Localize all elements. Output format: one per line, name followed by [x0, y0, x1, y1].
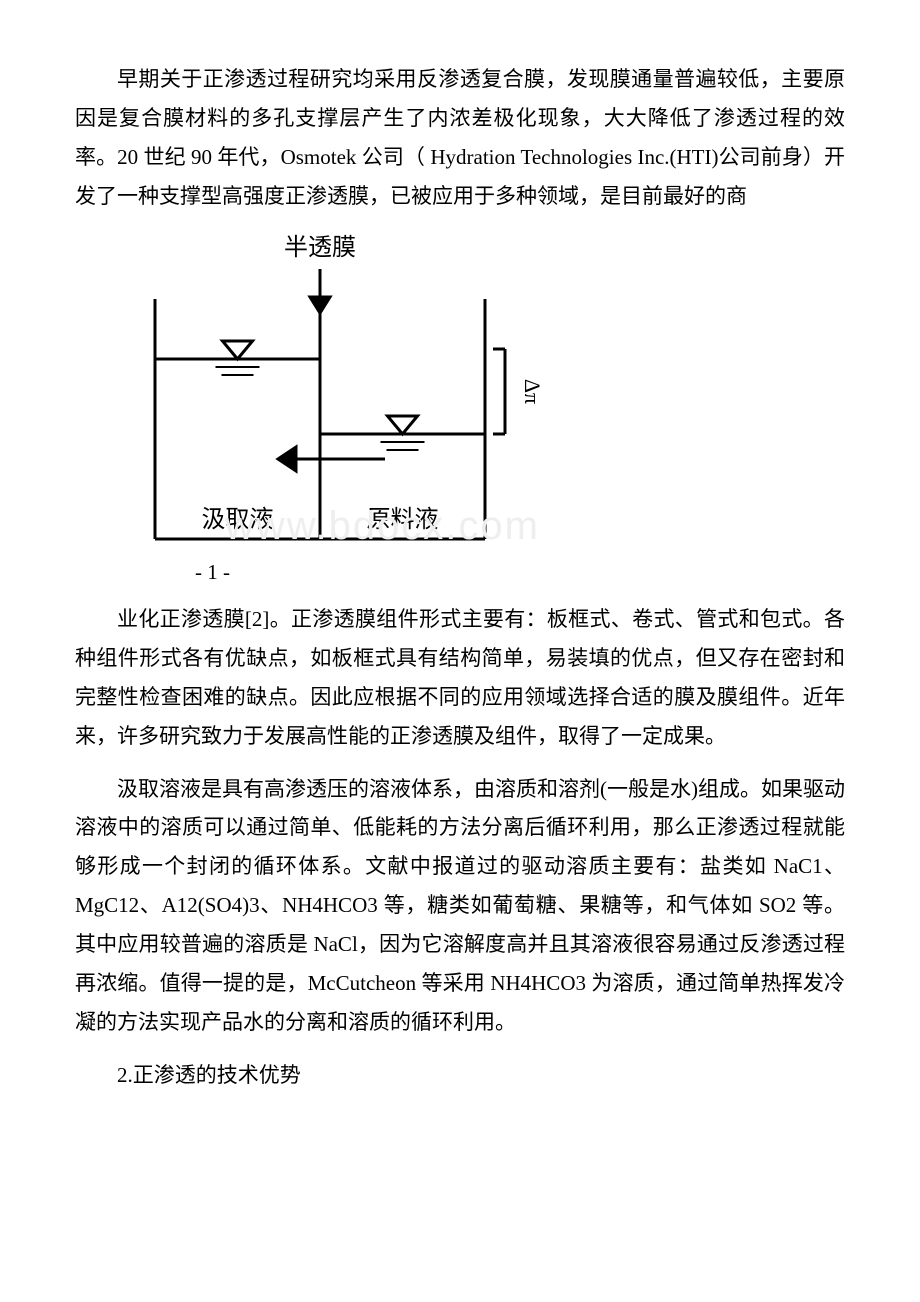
diagram-svg: 半透膜 Δπ 汲取液 原料液	[135, 229, 555, 559]
paragraph-4: 2.正渗透的技术优势	[75, 1056, 845, 1095]
svg-text:半透膜: 半透膜	[284, 234, 356, 261]
paragraph-2: 业化正渗透膜[2]。正渗透膜组件形式主要有：板框式、卷式、管式和包式。各种组件形…	[75, 600, 845, 755]
svg-text:汲取液: 汲取液	[202, 506, 274, 533]
svg-text:原料液: 原料液	[367, 506, 439, 533]
paragraph-3: 汲取溶液是具有高渗透压的溶液体系，由溶质和溶剂(一般是水)组成。如果驱动溶液中的…	[75, 770, 845, 1042]
osmosis-diagram: www.bdocx.com 半透膜Δπ汲取液原料液 - 1 -	[135, 229, 555, 592]
svg-text:Δπ: Δπ	[520, 379, 545, 404]
paragraph-1: 早期关于正渗透过程研究均采用反渗透复合膜，发现膜通量普遍较低，主要原因是复合膜材…	[75, 60, 845, 215]
